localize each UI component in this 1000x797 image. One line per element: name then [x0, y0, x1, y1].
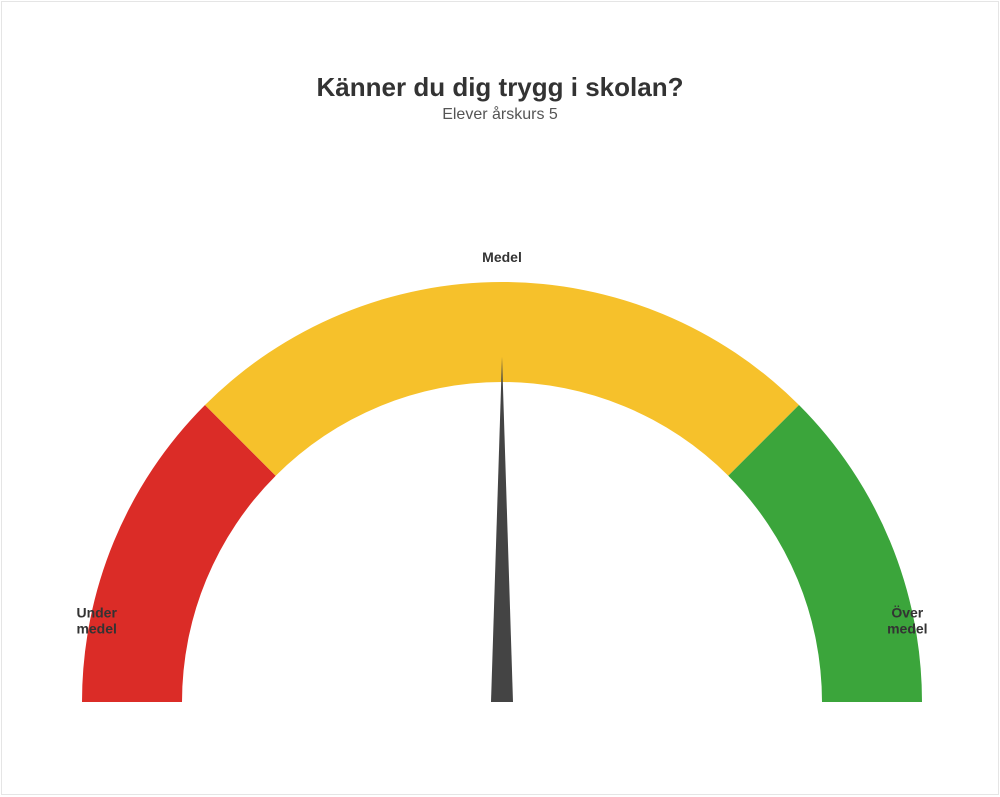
gauge-segment-0	[82, 405, 276, 702]
gauge-label-1: Medel	[482, 249, 522, 265]
gauge-segment-2	[728, 405, 922, 702]
chart-subtitle: Elever årskurs 5	[2, 106, 998, 124]
chart-title: Känner du dig trygg i skolan?	[2, 72, 998, 103]
gauge-label-2: Övermedel	[887, 605, 927, 637]
gauge-chart: Undermedel Medel Övermedel	[2, 162, 998, 782]
gauge-label-0: Undermedel	[76, 605, 117, 637]
gauge-needle	[491, 357, 513, 702]
chart-frame: Känner du dig trygg i skolan? Elever års…	[1, 1, 999, 795]
